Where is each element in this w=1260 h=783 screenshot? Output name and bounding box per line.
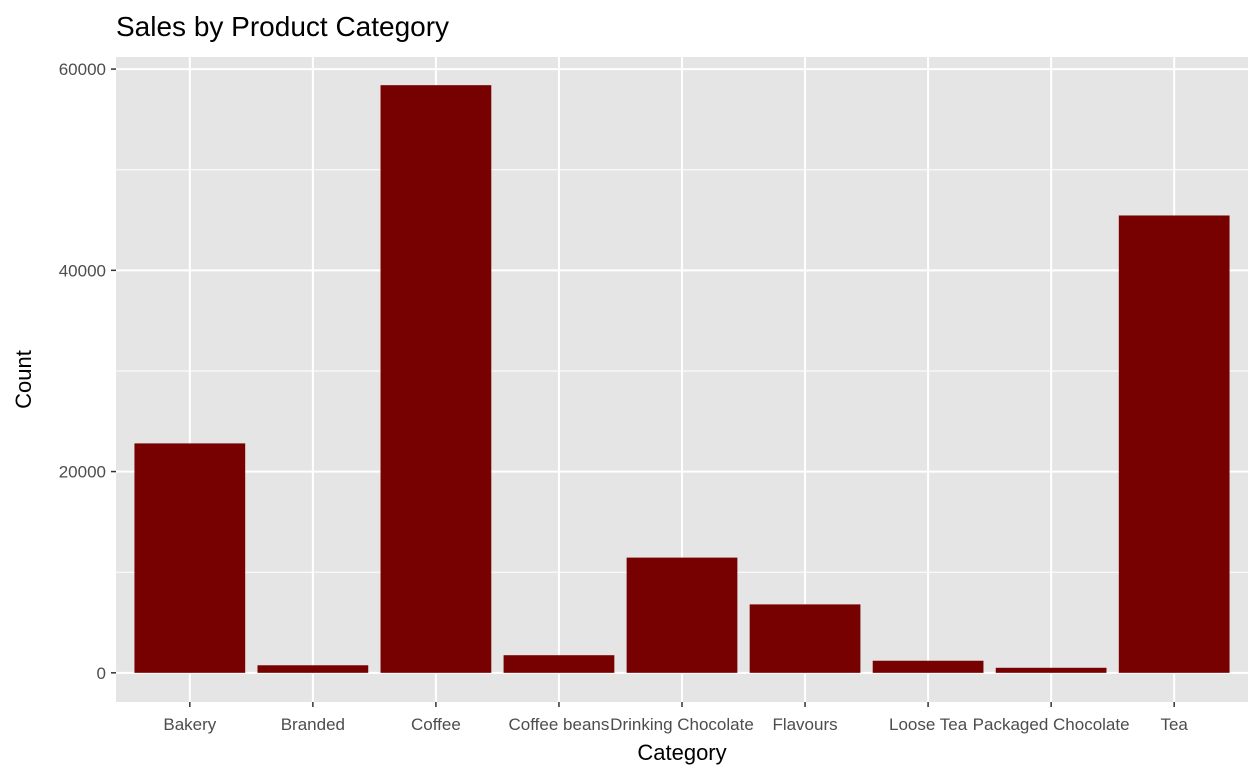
x-tick-label: Coffee: [411, 715, 461, 734]
y-axis-label: Count: [11, 350, 36, 409]
bar-packaged-chocolate: [995, 667, 1107, 673]
bar-drinking-chocolate: [626, 557, 738, 673]
x-tick-label: Coffee beans: [509, 715, 610, 734]
bars: [134, 85, 1230, 673]
bar-loose-tea: [872, 660, 984, 673]
bar-coffee-beans: [503, 655, 615, 673]
y-tick-label: 40000: [59, 261, 106, 280]
y-tick-label: 0: [97, 664, 106, 683]
x-axis-label: Category: [637, 740, 726, 765]
x-tick-label: Bakery: [163, 715, 216, 734]
y-axis: 0 20000 40000 60000: [59, 60, 116, 683]
x-tick-label: Loose Tea: [889, 715, 968, 734]
bar-tea: [1118, 215, 1230, 673]
x-tick-label: Packaged Chocolate: [973, 715, 1130, 734]
y-tick-label: 60000: [59, 60, 106, 79]
x-tick-label: Tea: [1160, 715, 1188, 734]
y-tick-label: 20000: [59, 463, 106, 482]
bar-coffee: [380, 85, 492, 673]
bar-flavours: [749, 604, 861, 673]
x-axis: Bakery Branded Coffee Coffee beans Drinking …: [163, 702, 1188, 734]
bar-branded: [257, 665, 369, 673]
x-tick-label: Flavours: [772, 715, 837, 734]
x-tick-label: Branded: [281, 715, 345, 734]
x-tick-label: Drinking Chocolate: [610, 715, 754, 734]
chart-title: Sales by Product Category: [116, 11, 449, 42]
bar-bakery: [134, 443, 246, 673]
